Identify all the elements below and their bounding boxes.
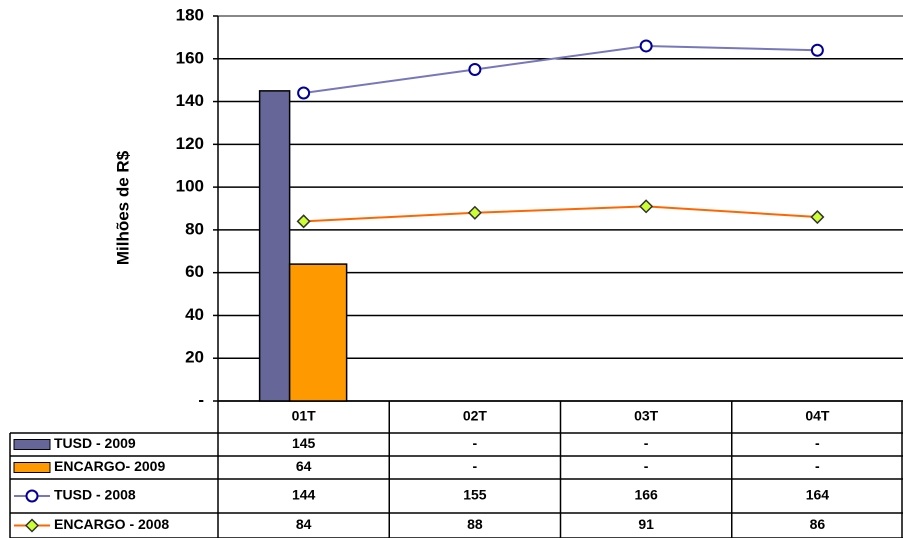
data-cell: -	[815, 435, 820, 451]
data-cell: 84	[296, 516, 312, 532]
marker	[810, 43, 824, 57]
data-cell: 166	[634, 487, 658, 503]
data-cell: 64	[296, 458, 312, 474]
legend-key	[13, 462, 51, 473]
y-axis-label: Milhões de R$	[113, 150, 132, 265]
y-tick-label: -	[198, 390, 204, 409]
data-cell: -	[644, 435, 649, 451]
y-tick-label: 160	[176, 48, 204, 67]
marker	[810, 209, 825, 225]
y-tick-label: 60	[185, 262, 204, 281]
y-tick-label: 140	[176, 91, 204, 110]
data-cell: -	[473, 458, 478, 474]
y-tick-label: 20	[185, 348, 204, 367]
data-cell: 155	[463, 487, 487, 503]
y-tick-label: 120	[176, 134, 204, 153]
marker	[297, 86, 311, 100]
marker	[467, 205, 482, 220]
line	[303, 44, 818, 94]
legend-label: TUSD - 2009	[54, 435, 136, 451]
data-cell: 86	[810, 516, 826, 532]
line	[303, 205, 818, 223]
data-cell: -	[473, 435, 478, 451]
y-tick-label: 100	[176, 177, 204, 196]
y-tick-label: 80	[185, 219, 204, 238]
legend-key	[13, 439, 51, 450]
legend-marker	[25, 489, 39, 503]
legend-label: ENCARGO - 2008	[54, 516, 169, 532]
data-cell: -	[644, 458, 649, 474]
legend-label: ENCARGO- 2009	[54, 458, 165, 474]
data-cell: 164	[806, 487, 830, 503]
data-cell: 91	[638, 516, 654, 532]
data-cell: 145	[292, 435, 316, 451]
y-tick-label: 180	[176, 5, 204, 24]
x-tick-label: 02T	[463, 408, 488, 424]
y-tick-label: 40	[185, 305, 204, 324]
x-tick-label: 04T	[805, 408, 830, 424]
marker	[468, 62, 482, 76]
x-tick-label: 03T	[634, 408, 659, 424]
marker	[639, 199, 654, 214]
marker	[296, 214, 311, 229]
data-cell: 144	[292, 487, 316, 503]
legend-label: TUSD - 2008	[54, 487, 136, 503]
data-cell: 88	[467, 516, 483, 532]
bar	[288, 263, 348, 402]
x-tick-label: 01T	[292, 408, 317, 424]
bar	[258, 90, 291, 402]
marker	[639, 39, 653, 53]
legend-marker	[24, 518, 40, 533]
data-cell: -	[815, 458, 820, 474]
